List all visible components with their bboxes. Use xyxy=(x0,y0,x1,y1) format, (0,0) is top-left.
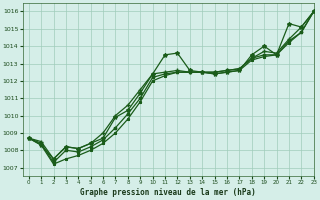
X-axis label: Graphe pression niveau de la mer (hPa): Graphe pression niveau de la mer (hPa) xyxy=(80,188,256,197)
